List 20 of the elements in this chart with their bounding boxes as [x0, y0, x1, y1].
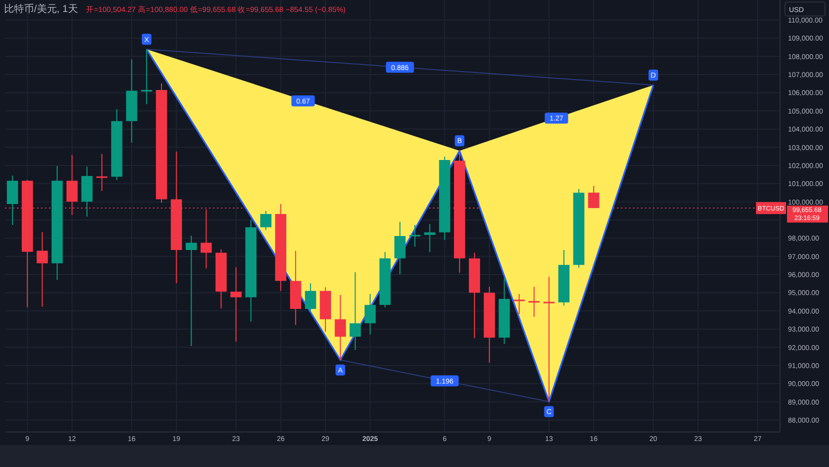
candlestick: [424, 224, 436, 253]
candlestick: [141, 48, 152, 105]
candlestick: [36, 232, 48, 308]
candlestick: [334, 294, 346, 360]
candlestick: [96, 154, 108, 192]
candlestick: [350, 272, 361, 350]
candlestick: [514, 294, 525, 315]
candlestick: [528, 286, 540, 318]
candlestick: [409, 224, 420, 248]
candlestick: [260, 210, 272, 230]
candlestick: [588, 185, 600, 209]
candlestick: [394, 221, 406, 275]
candlestick: [230, 266, 242, 342]
candlestick: [6, 175, 18, 226]
chart-title: 比特币/美元, 1天: [4, 3, 78, 15]
candlestick: [543, 276, 555, 402]
line-series: [146, 48, 654, 402]
candlestick: [364, 294, 376, 335]
candlestick: [186, 235, 197, 346]
candlestick: [304, 282, 316, 312]
